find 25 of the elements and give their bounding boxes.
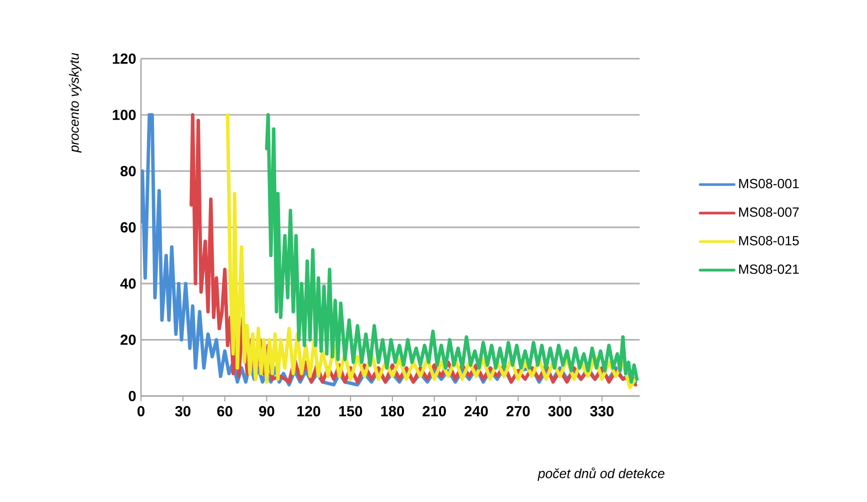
legend-label: MS08-015 <box>739 236 799 246</box>
x-tick-label: 300 <box>548 406 572 416</box>
y-tick-label: 100 <box>112 110 136 120</box>
x-tick-label: 0 <box>138 406 144 416</box>
y-axis-title: procento výskytu <box>68 52 82 153</box>
legend-label: MS08-001 <box>739 178 799 188</box>
x-tick-label: 30 <box>175 406 190 416</box>
x-tick-label: 90 <box>259 406 274 416</box>
y-tick-label: 20 <box>120 334 136 345</box>
x-tick-label: 330 <box>590 406 614 416</box>
x-tick-label: 240 <box>464 406 488 416</box>
x-tick-label: 60 <box>217 406 232 416</box>
x-tick-label: 210 <box>422 406 446 416</box>
x-tick-label: 150 <box>339 406 362 416</box>
y-tick-label: 80 <box>120 166 136 176</box>
x-tick-label: 120 <box>297 406 320 416</box>
y-tick-label: 0 <box>128 390 136 402</box>
x-axis-title: počet dnů od detekce <box>538 467 664 481</box>
legend-label: MS08-007 <box>739 207 799 217</box>
legend-label: MS08-021 <box>739 264 799 274</box>
y-tick-label: 60 <box>120 222 136 233</box>
x-tick-label: 180 <box>381 406 404 416</box>
y-tick-label: 40 <box>120 278 136 289</box>
y-tick-label: 120 <box>112 54 136 64</box>
x-tick-label: 270 <box>506 406 530 416</box>
